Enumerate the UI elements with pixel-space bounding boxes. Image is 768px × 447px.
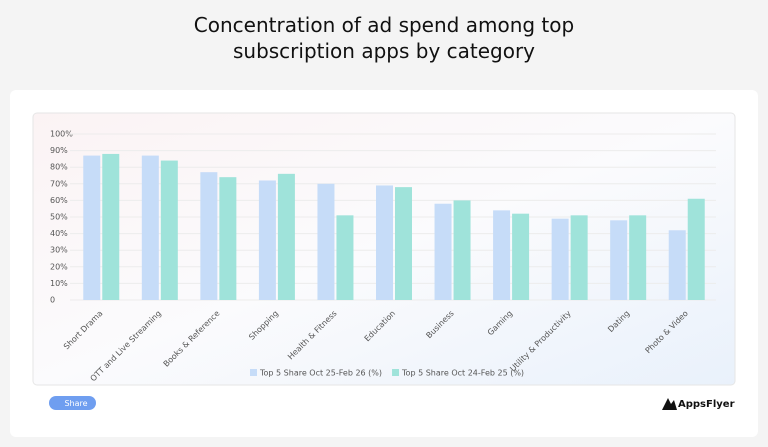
share-button[interactable]: [49, 396, 96, 410]
legend-label: Top 5 Share Oct 25-Feb 26 (%): [259, 369, 382, 378]
y-tick-label: 60%: [50, 196, 68, 205]
y-tick-label: 100%: [50, 130, 73, 139]
bar: [687, 198, 705, 300]
y-tick-label: 50%: [50, 213, 68, 222]
bar: [317, 183, 335, 300]
chart-title: Concentration of ad spend among top subs…: [193, 13, 575, 63]
bar: [160, 160, 178, 300]
bar: [610, 220, 628, 300]
bar: [570, 215, 588, 300]
y-tick-label: 0: [50, 296, 55, 305]
bar: [493, 210, 511, 300]
bar: [512, 213, 530, 300]
bar: [200, 172, 218, 300]
bar: [434, 203, 452, 300]
legend-swatch: [250, 369, 257, 376]
bar: [83, 155, 101, 300]
bar: [219, 177, 237, 300]
y-tick-label: 80%: [50, 163, 68, 172]
bar: [277, 173, 295, 300]
legend-swatch: [392, 369, 400, 376]
bar: [668, 230, 686, 300]
bar: [336, 215, 354, 300]
bar: [551, 218, 569, 300]
logo-icon: [662, 398, 677, 410]
y-tick-label: 40%: [50, 229, 68, 238]
bar: [141, 155, 159, 300]
bar: [258, 180, 276, 300]
bar: [453, 200, 471, 300]
y-tick-label: 20%: [50, 262, 68, 271]
share-label[interactable]: Share: [64, 399, 87, 408]
y-tick-label: 30%: [50, 246, 68, 255]
logo: AppsFlyer: [678, 399, 735, 410]
y-tick-label: 70%: [50, 179, 68, 188]
bar: [629, 215, 647, 300]
bar: [376, 185, 393, 300]
y-tick-label: 90%: [50, 146, 68, 155]
bar: [102, 153, 120, 300]
bar: [395, 187, 412, 300]
legend-label: Top 5 Share Oct 24-Feb 25 (%): [401, 369, 524, 378]
y-tick-label: 10%: [50, 279, 68, 288]
